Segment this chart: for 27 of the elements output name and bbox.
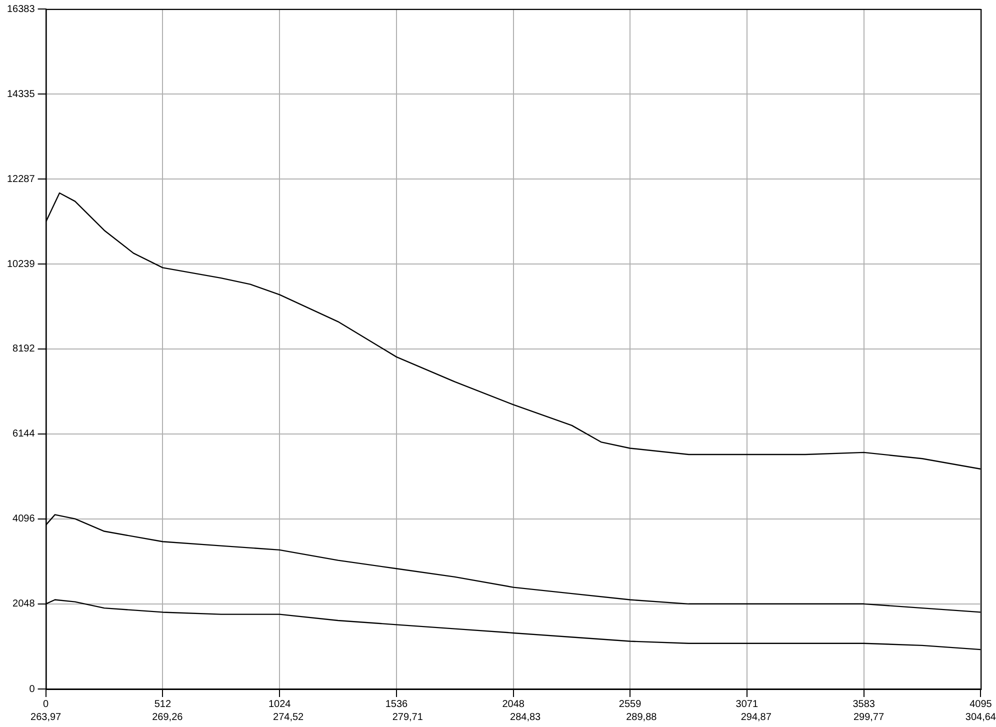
- y-tick-label: 4096: [12, 514, 36, 525]
- y-tick-label: 0: [29, 684, 36, 695]
- y-tick-label: 2048: [12, 598, 36, 610]
- x-tick-label: 1536: [385, 698, 408, 710]
- x-tick-label: 3583: [852, 698, 876, 710]
- x-tick-label: 4095: [970, 698, 992, 710]
- y-tick-label: 12287: [6, 174, 36, 185]
- x-tick-label: 512: [154, 698, 172, 710]
- x2-tick-label: 269,26: [152, 712, 184, 723]
- x-tick-label: 1024: [268, 698, 292, 710]
- x2-tick-label: 294,87: [740, 712, 772, 723]
- x-tick-label: 3071: [736, 698, 758, 710]
- y-tick-label: 10239: [6, 258, 36, 270]
- y-tick-label: 6144: [12, 428, 36, 440]
- x2-tick-label: 263,97: [30, 712, 62, 723]
- x2-tick-label: 304,64: [965, 712, 996, 723]
- x2-tick-label: 284,83: [510, 712, 542, 723]
- x-tick-label: 2559: [618, 698, 642, 710]
- x2-tick-label: 279,71: [392, 712, 424, 723]
- y-tick-label: 14335: [6, 88, 36, 100]
- y-tick-label: 8192: [12, 344, 36, 355]
- x-tick-label: 0: [43, 698, 50, 710]
- y-tick-label: 16383: [6, 4, 36, 15]
- x-tick-label: 2048: [502, 698, 525, 710]
- x2-tick-label: 289,88: [626, 712, 658, 723]
- x2-tick-label: 299,77: [853, 712, 884, 723]
- x2-tick-label: 274,52: [273, 712, 304, 723]
